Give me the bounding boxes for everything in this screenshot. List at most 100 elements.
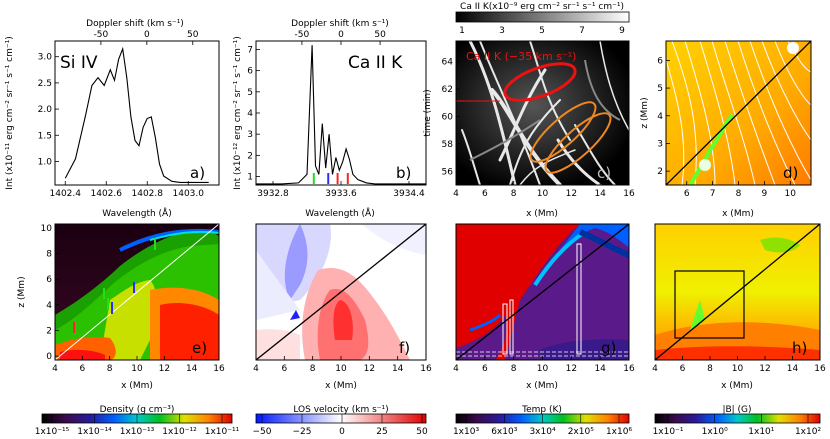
panel-a-top-ticks: -50 0 50 xyxy=(94,30,199,45)
y-tick-label: 64 xyxy=(442,58,454,68)
panel-h-colorbar xyxy=(654,413,821,424)
colorbar-tick-label: 5 xyxy=(539,26,545,36)
top-tick-label: 50 xyxy=(187,30,199,40)
x-tick-label: 16 xyxy=(213,364,225,374)
panel-e-colorbar-title: Density (g cm⁻³) xyxy=(100,405,175,415)
panel-b-title: Ca II K xyxy=(348,53,403,73)
y-tick-label: 2.5 xyxy=(38,79,52,89)
x-tick-label: 10 xyxy=(335,364,347,374)
panel-c-annotation: Ca II K (−35 km s⁻¹) xyxy=(466,50,576,63)
y-tick-label: 6 xyxy=(46,275,52,285)
colorbar-tick-label: 1x10⁻¹¹ xyxy=(205,427,240,437)
y-tick-label: 0 xyxy=(46,352,52,362)
panel-e-label: e) xyxy=(192,339,207,357)
y-tick-label: 3 xyxy=(657,139,663,149)
colorbar-tick-label: 3x10⁴ xyxy=(529,427,556,437)
x-tick-label: 4 xyxy=(453,189,459,199)
panel-b-markers xyxy=(312,173,349,184)
x-tick-label: 12 xyxy=(759,364,770,374)
x-tick-label: 4 xyxy=(453,364,459,374)
panel-e-xlabel: x (Mm) xyxy=(121,381,153,391)
panel-f-label: f) xyxy=(399,339,410,357)
colorbar-tick-label: 1x10⁻¹⁴ xyxy=(77,427,112,437)
panel-d-ticks: 6 7 8 9 10 2 3 4 5 6 xyxy=(657,56,796,199)
colorbar-tick-label: 6x10³ xyxy=(491,427,518,437)
panel-g-ticks: 4 6 8 10 12 14 16 xyxy=(453,356,635,374)
x-tick-label: 14 xyxy=(594,364,606,374)
x-tick-label: 8 xyxy=(107,364,113,374)
x-tick-label: 4 xyxy=(52,364,58,374)
panel-b-ticks: 3932.8 3933.6 3934.4 1 2 3 4 5 6 7 xyxy=(247,45,425,199)
x-tick-label: 16 xyxy=(814,364,826,374)
colorbar-tick-label: 9 xyxy=(619,26,625,36)
x-tick-label: 12 xyxy=(566,364,577,374)
panel-b-top-axis-label: Doppler shift (km s⁻¹) xyxy=(291,19,389,29)
y-tick-label: 4 xyxy=(46,301,52,311)
x-tick-label: 3934.4 xyxy=(393,189,425,199)
y-tick-label: 56 xyxy=(442,167,454,177)
panel-c: Ca II K(x10⁻⁹ erg cm⁻² sr⁻¹ s⁻¹ cm⁻¹) 1 3… xyxy=(423,2,635,219)
panel-e: 4 6 8 10 12 14 16 0 2 4 6 8 10 e) x (Mm) z (Mm) Dens… xyxy=(17,223,240,437)
colorbar-tick-label: 2x10⁵ xyxy=(568,427,595,437)
panel-d: 6 7 8 9 10 2 3 4 5 6 d) x (Mm) z (Mm) xyxy=(640,40,812,219)
top-tick-label: 0 xyxy=(338,30,344,40)
panel-h: 4 6 8 10 12 14 16 h) x (Mm) |B| (G) 1x10⁻¹ 1x10… xyxy=(652,223,826,437)
x-tick-label: 10 xyxy=(785,189,797,199)
top-tick-label: 50 xyxy=(374,30,386,40)
y-tick-label: 10 xyxy=(41,224,53,234)
y-tick-label: 6 xyxy=(247,67,253,77)
panel-f-image xyxy=(256,224,426,360)
y-tick-label: 5 xyxy=(657,84,663,94)
panel-a-ylabel: Int (x10⁻¹¹ erg cm⁻² sr⁻¹ s⁻¹ cm⁻¹) xyxy=(5,36,15,190)
panel-f-colorbar xyxy=(255,413,427,424)
spectrum-line xyxy=(64,46,209,183)
colorbar-tick-label: 25 xyxy=(376,427,387,437)
colorbar-tick-label: 1 xyxy=(459,26,465,36)
panel-d-label: d) xyxy=(783,164,798,182)
panel-g: 4 6 8 10 12 14 16 g) x (Mm) Temp (K) 1x10³ 6x10… xyxy=(453,223,635,437)
colorbar-tick-label: −25 xyxy=(293,427,312,437)
y-tick-label: 62 xyxy=(442,85,453,95)
panel-g-image xyxy=(456,224,629,360)
panel-f-colorbar-title: LOS velocity (km s⁻¹) xyxy=(293,405,388,415)
panel-g-xlabel: x (Mm) xyxy=(526,381,558,391)
top-tick-label: -50 xyxy=(94,30,109,40)
x-tick-label: 9 xyxy=(762,189,768,199)
panel-c-xlabel: x (Mm) xyxy=(526,209,558,219)
panel-g-colorbar-title: Temp (K) xyxy=(521,405,562,415)
x-tick-label: 12 xyxy=(566,189,577,199)
panel-c-label: c) xyxy=(597,164,611,182)
y-tick-label: 3 xyxy=(247,130,253,140)
x-tick-label: 12 xyxy=(159,364,170,374)
colorbar-tick-label: 1x10⁻¹² xyxy=(162,427,197,437)
colorbar-tick-label: 1x10² xyxy=(795,427,822,437)
panel-d-ylabel: z (Mm) xyxy=(640,97,650,128)
x-tick-label: 10 xyxy=(131,364,143,374)
panel-a: Doppler shift (km s⁻¹) -50 0 50 1402.4 1402… xyxy=(5,19,220,219)
panel-a-top-axis-label: Doppler shift (km s⁻¹) xyxy=(86,19,184,29)
x-tick-label: 8 xyxy=(707,364,713,374)
x-tick-label: 6 xyxy=(482,189,488,199)
panel-h-colorbar-ticks: 1x10⁻¹ 1x10⁰ 1x10¹ 1x10² xyxy=(653,414,822,437)
x-tick-label: 1403.0 xyxy=(173,189,205,199)
colorbar-tick-label: 1x10⁶ xyxy=(606,427,633,437)
x-tick-label: 10 xyxy=(537,189,549,199)
panel-b-xlabel: Wavelength (Å) xyxy=(305,207,374,219)
panel-a-xlabel: Wavelength (Å) xyxy=(102,207,171,219)
panel-c-colorbar-title: Ca II K(x10⁻⁹ erg cm⁻² sr⁻¹ s⁻¹ cm⁻¹) xyxy=(460,2,624,12)
colorbar-tick-label: −50 xyxy=(253,427,272,437)
x-tick-label: 14 xyxy=(594,189,606,199)
panel-h-label: h) xyxy=(792,339,807,357)
panel-c-ylabel: time (min) xyxy=(423,89,433,136)
colorbar-tick-label: 1x10⁻¹³ xyxy=(120,427,155,437)
colorbar-tick-label: 1x10⁻¹⁵ xyxy=(35,427,70,437)
x-tick-label: 6 xyxy=(482,364,488,374)
x-tick-label: 14 xyxy=(787,364,799,374)
panel-f-ticks: 4 6 8 10 12 14 16 xyxy=(253,356,432,374)
panel-a-ticks: 1402.4 1402.6 1402.8 1403.0 1.0 1.5 2.0 2.5 3.0 xyxy=(38,53,205,199)
y-tick-label: 2.0 xyxy=(38,105,53,115)
panel-h-xlabel: x (Mm) xyxy=(721,381,753,391)
panel-b-series xyxy=(256,45,426,185)
panel-h-colorbar-title: |B| (G) xyxy=(722,405,751,415)
y-tick-label: 2 xyxy=(657,167,663,177)
